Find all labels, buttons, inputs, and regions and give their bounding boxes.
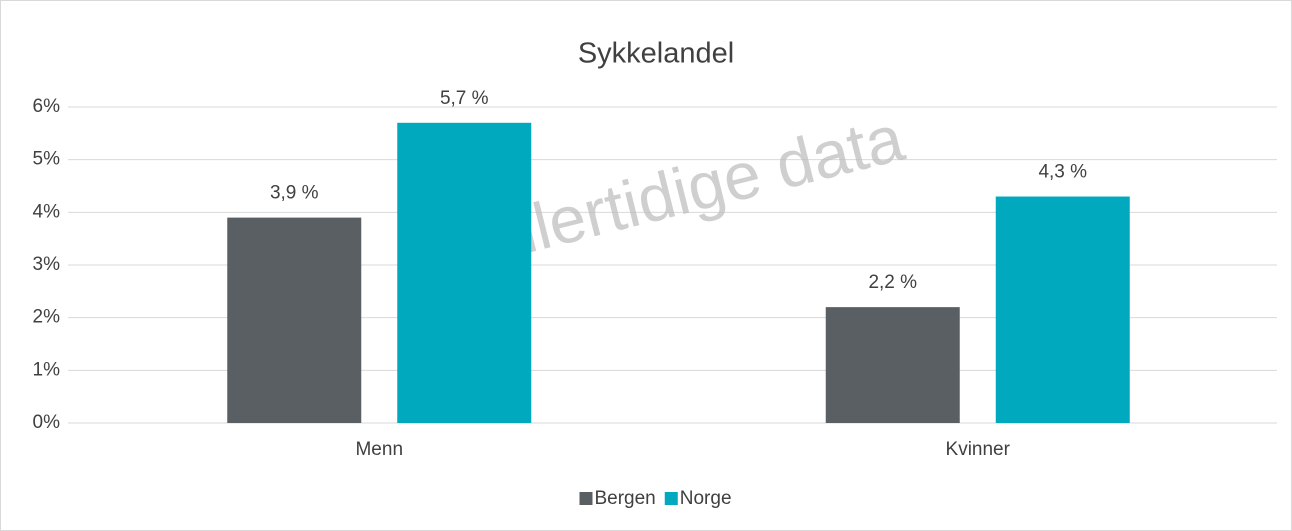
legend-swatch [664, 492, 678, 505]
bar [825, 307, 960, 423]
y-tick-label: 6% [33, 96, 61, 117]
y-tick-label: 3% [33, 254, 61, 275]
bar [995, 196, 1130, 423]
y-tick-label: 1% [33, 359, 61, 380]
x-tick-label: Kvinner [946, 439, 1011, 460]
data-label: 3,9 % [270, 183, 319, 204]
x-tick-label: Menn [355, 439, 403, 460]
y-tick-label: 4% [33, 201, 61, 222]
data-label: 2,2 % [868, 272, 917, 293]
y-tick-label: 2% [33, 307, 61, 328]
legend-label: Bergen [594, 488, 655, 509]
bar [227, 217, 362, 423]
bar [397, 122, 532, 424]
data-label: 4,3 % [1038, 162, 1087, 183]
y-tick-label: 0% [33, 412, 61, 433]
chart-title: Sykkelandel [578, 38, 734, 70]
legend-label: Norge [680, 488, 732, 509]
data-label: 5,7 % [440, 88, 489, 109]
legend-swatch [579, 492, 593, 505]
y-tick-label: 5% [33, 149, 61, 170]
